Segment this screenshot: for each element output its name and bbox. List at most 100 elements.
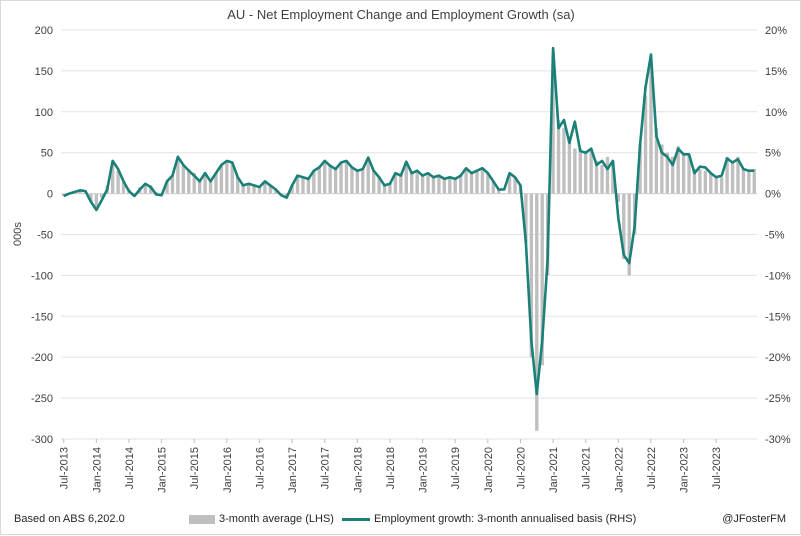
bar	[464, 169, 468, 194]
bar	[458, 175, 463, 194]
bar	[687, 154, 691, 194]
bar	[203, 175, 207, 194]
bar	[393, 173, 398, 194]
bar	[214, 173, 218, 194]
bar	[681, 152, 686, 194]
x-tick-label: Jul-2016	[254, 447, 266, 489]
right-tick-label: -15%	[765, 311, 791, 323]
bar	[301, 177, 305, 194]
x-tick-label: Jul-2023	[711, 447, 723, 489]
left-tick-label: -200	[31, 352, 53, 364]
left-tick-label: -50	[37, 230, 53, 242]
bar	[236, 177, 240, 194]
bar	[497, 189, 501, 194]
bar	[274, 189, 278, 194]
bar	[143, 183, 147, 194]
right-tick-label: -25%	[765, 393, 791, 405]
legend: 3-month average (LHS) Employment growth:…	[189, 513, 636, 525]
bar	[448, 177, 452, 194]
bar	[540, 193, 544, 366]
right-tick-label: 10%	[765, 107, 787, 119]
bar	[643, 95, 648, 194]
x-tick-label: Jul-2013	[59, 447, 71, 489]
bar	[660, 144, 664, 194]
bar	[709, 173, 713, 194]
bar	[219, 164, 224, 194]
x-tick-label: Jan-2017	[287, 447, 299, 493]
left-tick-label: 200	[35, 25, 53, 37]
bar	[312, 170, 316, 194]
bar	[355, 170, 360, 194]
bar	[725, 156, 729, 194]
line-series	[63, 46, 755, 396]
x-tick-label: Jan-2023	[679, 447, 691, 493]
left-tick-label: -250	[31, 393, 53, 405]
legend-line-swatch	[341, 517, 370, 521]
x-tick-label: Jul-2020	[515, 447, 527, 489]
bar	[230, 162, 234, 194]
right-axis-ticks: 20% 15% 10% 5% 0% -5% -10% -15% -20% -25% -30%	[765, 25, 791, 446]
y-axis-left-label: 000s	[12, 222, 24, 246]
right-tick-label: 20%	[765, 25, 787, 37]
bar	[638, 144, 642, 194]
bar	[415, 170, 419, 194]
bar	[263, 181, 267, 194]
bar	[605, 156, 610, 194]
right-tick-label: 5%	[765, 148, 781, 160]
bar	[567, 136, 572, 194]
bar	[420, 175, 425, 194]
bar	[714, 177, 718, 194]
x-tick-label: Jan-2021	[548, 447, 560, 493]
bar	[181, 164, 186, 194]
x-tick-label: Jul-2015	[189, 447, 201, 489]
x-tick-label: Jul-2018	[385, 447, 397, 489]
bar	[469, 173, 474, 194]
right-tick-label: -5%	[765, 230, 785, 242]
bar	[192, 173, 196, 194]
bar	[491, 181, 495, 194]
bar	[551, 54, 555, 194]
chart-title: AU - Net Employment Change and Employmen…	[227, 7, 575, 22]
bar	[698, 169, 702, 194]
bar	[187, 169, 191, 194]
bar	[600, 164, 604, 194]
bar	[535, 193, 539, 431]
bar	[257, 187, 262, 194]
x-tick-label: Jan-2015	[157, 447, 169, 493]
bar	[399, 175, 403, 194]
bar	[377, 177, 381, 194]
bar	[616, 193, 621, 202]
bar	[562, 128, 566, 194]
bar	[176, 159, 180, 194]
bar	[100, 193, 104, 198]
bar	[410, 173, 414, 194]
bar	[426, 173, 430, 194]
source-note: Based on ABS 6,202.0	[14, 513, 125, 525]
bar	[453, 178, 457, 194]
x-tick-label: Jan-2016	[222, 447, 234, 493]
bar	[507, 173, 512, 194]
bar	[110, 162, 115, 194]
bar	[290, 185, 294, 194]
x-tick-label: Jan-2014	[91, 447, 103, 493]
bar	[594, 160, 599, 194]
bar	[622, 193, 626, 260]
right-tick-label: 15%	[765, 66, 787, 78]
bar	[388, 183, 392, 194]
credit-note: @JFosterFM	[722, 513, 786, 525]
bar	[252, 185, 256, 194]
legend-line-label: Employment growth: 3-month annualised ba…	[373, 513, 637, 525]
bar	[589, 148, 593, 194]
bar	[344, 160, 349, 194]
left-tick-label: -150	[31, 311, 53, 323]
growth-line	[63, 46, 755, 396]
bar	[170, 175, 175, 194]
bar	[197, 178, 202, 194]
bar	[208, 181, 213, 194]
x-axis-ticks: Jul-2013 Jan-2014 Jul-2014 Jan-2015 Jul-2015…	[59, 439, 723, 493]
bar	[665, 152, 669, 194]
right-tick-label: -20%	[765, 352, 791, 364]
bar	[382, 185, 387, 194]
bar	[578, 148, 582, 194]
